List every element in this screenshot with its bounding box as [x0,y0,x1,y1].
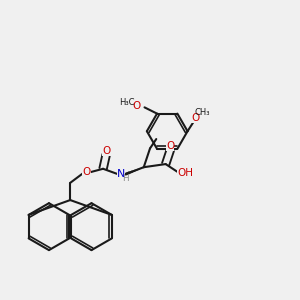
Text: O: O [191,113,200,123]
Text: O: O [133,101,141,111]
Text: H: H [123,174,129,183]
Text: O: O [82,167,91,177]
Text: N: N [117,169,125,179]
Text: OH: OH [177,169,193,178]
Text: CH₃: CH₃ [194,108,210,117]
Text: O: O [166,141,175,151]
Text: H₃C: H₃C [118,98,134,107]
Text: O: O [102,146,111,156]
